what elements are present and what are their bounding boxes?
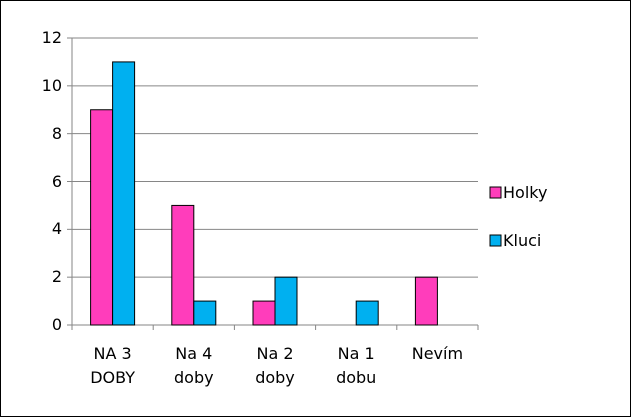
x-tick-label: Na 4 doby (174, 344, 214, 387)
x-tick-label: NA 3 DOBY (90, 344, 135, 387)
bar (355, 300, 379, 326)
legend-label: Holky (503, 183, 548, 202)
y-tick-label: 6 (51, 171, 62, 191)
bar (90, 109, 114, 326)
legend-swatch (489, 234, 502, 247)
x-tick-label: Nevím (411, 344, 464, 363)
bar (112, 61, 136, 326)
y-tick-label: 12 (41, 28, 62, 47)
y-tick-label: 4 (51, 219, 62, 239)
y-tick-label: 0 (51, 315, 62, 334)
y-tick-label: 2 (51, 267, 62, 287)
y-tick-label: 10 (41, 75, 62, 95)
x-tick-label: Na 2 doby (255, 344, 295, 387)
bar (414, 276, 438, 326)
bar (274, 276, 298, 326)
x-tick-label: Na 1 dobu (336, 344, 377, 387)
legend-swatch (489, 186, 502, 199)
bar (252, 300, 276, 326)
y-tick-label: 8 (51, 123, 62, 143)
bar (171, 204, 195, 326)
legend-label: Kluci (503, 231, 542, 250)
bar (193, 300, 217, 326)
